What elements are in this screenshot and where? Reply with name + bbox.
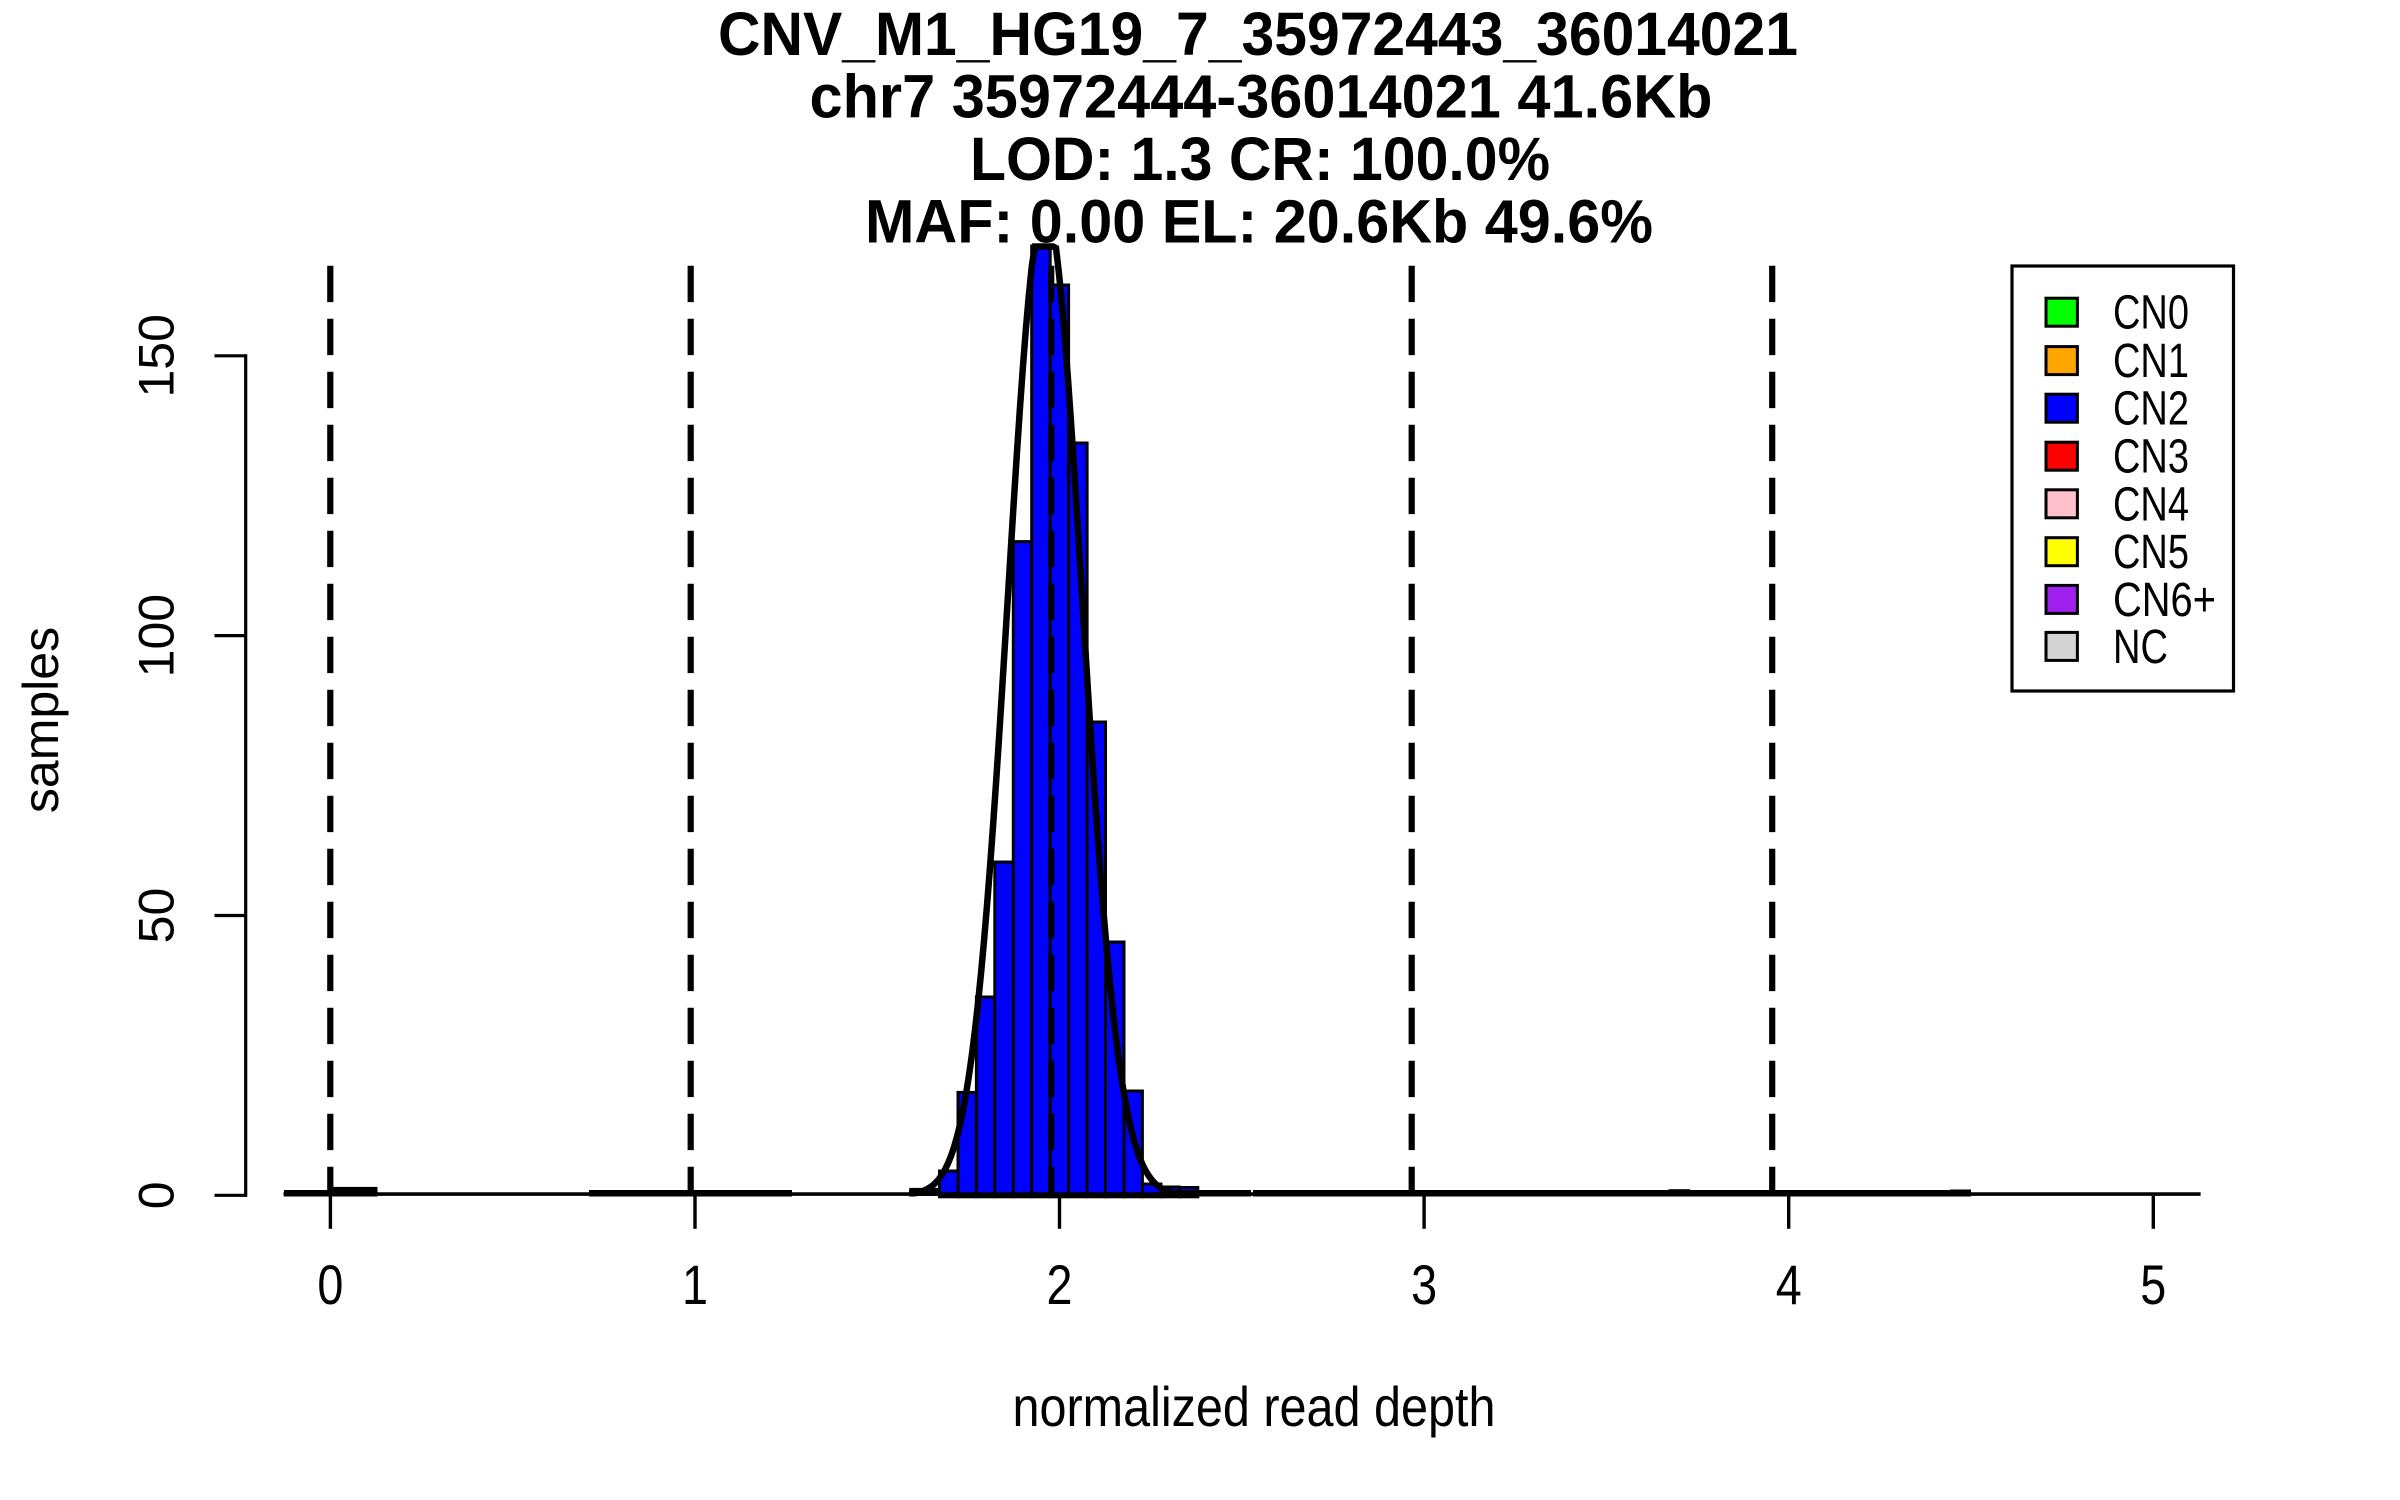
svg-text:chr7 35972444-36014021 41.6Kb: chr7 35972444-36014021 41.6Kb: [810, 63, 1713, 131]
svg-text:0: 0: [129, 1181, 185, 1209]
svg-text:0: 0: [317, 1253, 343, 1316]
svg-text:NC: NC: [2113, 621, 2168, 674]
svg-text:MAF: 0.00 EL: 20.6Kb 49.6%: MAF: 0.00 EL: 20.6Kb 49.6%: [865, 188, 1653, 256]
svg-text:3: 3: [1411, 1253, 1437, 1316]
svg-text:50: 50: [129, 888, 185, 944]
svg-text:CN0: CN0: [2113, 287, 2189, 340]
svg-text:5: 5: [2140, 1253, 2166, 1316]
svg-text:CN2: CN2: [2113, 383, 2189, 436]
svg-text:4: 4: [1776, 1253, 1802, 1316]
svg-text:CN3: CN3: [2113, 431, 2189, 484]
svg-text:CNV_M1_HG19_7_35972443_3601402: CNV_M1_HG19_7_35972443_36014021: [718, 0, 1798, 68]
svg-text:CN5: CN5: [2113, 526, 2189, 579]
svg-text:normalized read depth: normalized read depth: [1013, 1375, 1496, 1438]
svg-text:samples: samples: [13, 627, 69, 813]
svg-text:CN1: CN1: [2113, 335, 2189, 388]
svg-text:LOD: 1.3 CR: 100.0%: LOD: 1.3 CR: 100.0%: [970, 125, 1550, 193]
svg-text:150: 150: [129, 314, 185, 397]
svg-text:CN4: CN4: [2113, 478, 2189, 531]
svg-text:2: 2: [1047, 1253, 1073, 1316]
svg-text:CN6+: CN6+: [2113, 574, 2216, 627]
svg-text:1: 1: [682, 1253, 708, 1316]
svg-text:100: 100: [129, 594, 185, 677]
